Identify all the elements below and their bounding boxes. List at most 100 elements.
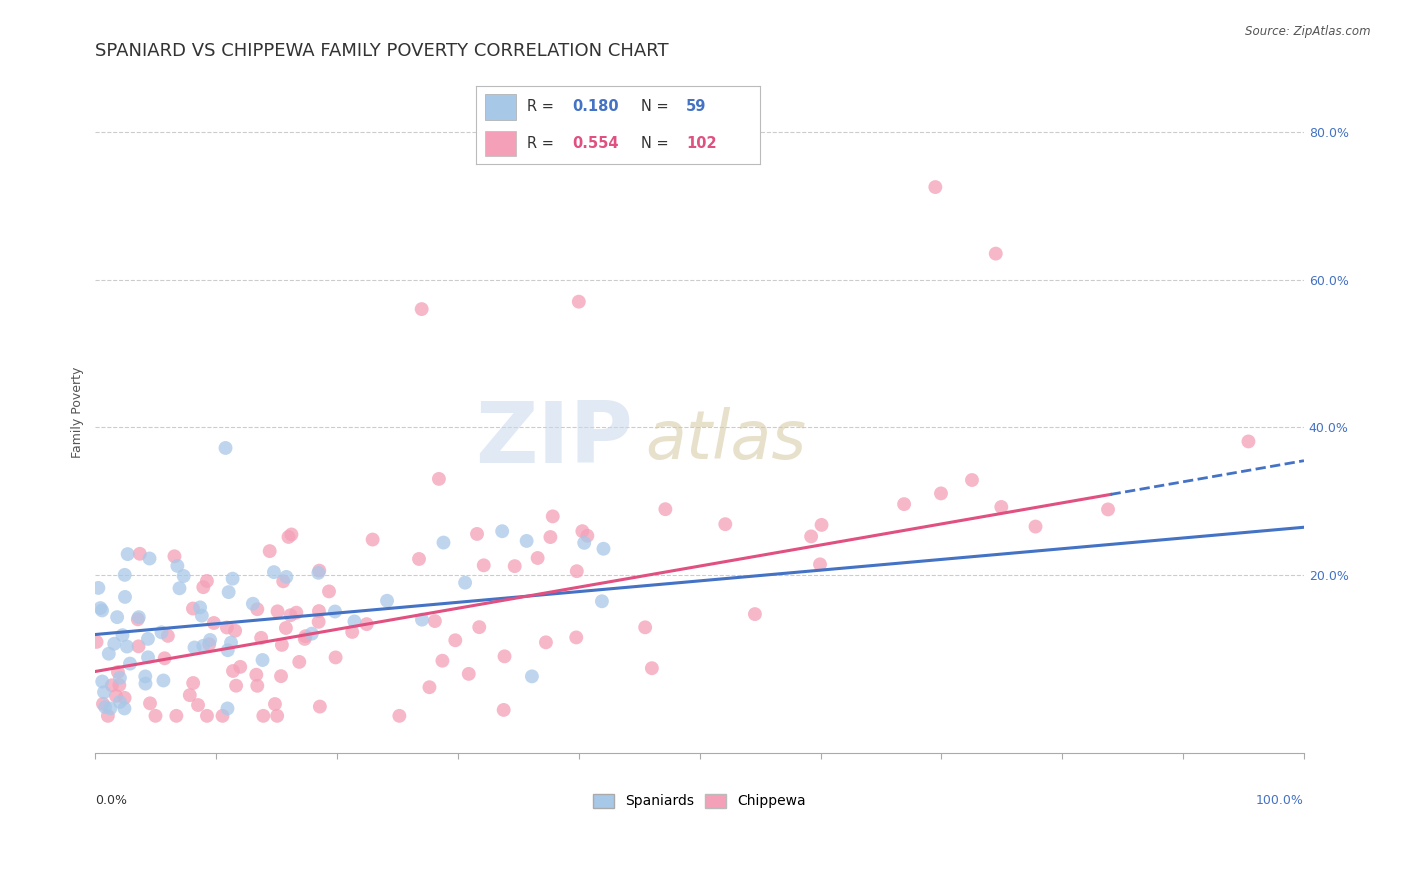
Point bbox=[242, 597, 264, 611]
Point bbox=[294, 632, 316, 646]
Point bbox=[468, 620, 491, 634]
Point bbox=[138, 551, 160, 566]
Y-axis label: Family Poverty: Family Poverty bbox=[72, 367, 84, 458]
Point bbox=[252, 709, 274, 723]
Point bbox=[271, 574, 294, 589]
Point bbox=[266, 709, 288, 723]
Point bbox=[191, 608, 214, 623]
Text: SPANIARD VS CHIPPEWA FAMILY POVERTY CORRELATION CHART: SPANIARD VS CHIPPEWA FAMILY POVERTY CORR… bbox=[96, 42, 669, 60]
Point bbox=[576, 529, 599, 543]
Point bbox=[150, 625, 173, 640]
Point bbox=[245, 667, 267, 681]
Point bbox=[98, 701, 121, 715]
Point bbox=[105, 610, 128, 624]
Point bbox=[166, 558, 188, 573]
Point bbox=[375, 593, 398, 607]
Legend: Spaniards, Chippewa: Spaniards, Chippewa bbox=[588, 788, 811, 814]
Point bbox=[924, 180, 946, 194]
Point bbox=[465, 527, 488, 541]
Point bbox=[984, 246, 1007, 260]
Point bbox=[1237, 434, 1260, 449]
Point bbox=[153, 651, 176, 665]
Point bbox=[411, 613, 433, 627]
Point bbox=[308, 604, 330, 618]
Point bbox=[411, 302, 433, 317]
Point bbox=[181, 601, 204, 615]
Point bbox=[217, 701, 239, 715]
Point bbox=[188, 600, 211, 615]
Point bbox=[503, 559, 526, 574]
Point bbox=[277, 530, 299, 544]
Point bbox=[114, 567, 136, 582]
Point bbox=[91, 697, 114, 711]
Point bbox=[1024, 519, 1046, 533]
Point bbox=[808, 558, 831, 572]
Point bbox=[115, 640, 138, 654]
Point bbox=[152, 673, 174, 688]
Point bbox=[990, 500, 1012, 514]
Point bbox=[202, 615, 225, 630]
Point bbox=[169, 581, 191, 595]
Point bbox=[418, 680, 440, 694]
Point bbox=[108, 671, 131, 685]
Point bbox=[1097, 502, 1119, 516]
Point bbox=[264, 697, 287, 711]
Point bbox=[309, 699, 332, 714]
Point bbox=[534, 635, 557, 649]
Point bbox=[423, 614, 446, 628]
Point bbox=[222, 664, 245, 678]
Point bbox=[246, 602, 269, 616]
Point bbox=[165, 709, 187, 723]
Point bbox=[266, 604, 288, 618]
Point bbox=[325, 650, 347, 665]
Point bbox=[193, 639, 215, 653]
Point bbox=[117, 547, 139, 561]
Point bbox=[568, 294, 591, 309]
Point bbox=[494, 649, 516, 664]
Point bbox=[744, 607, 766, 621]
Point bbox=[361, 533, 384, 547]
Point bbox=[246, 679, 269, 693]
Point bbox=[276, 570, 298, 584]
Point bbox=[114, 590, 136, 604]
Point bbox=[457, 666, 479, 681]
Point bbox=[307, 566, 329, 580]
Point bbox=[214, 441, 236, 455]
Point bbox=[343, 615, 366, 629]
Point bbox=[215, 620, 238, 634]
Point bbox=[301, 626, 323, 640]
Point bbox=[591, 594, 613, 608]
Point bbox=[229, 660, 252, 674]
Point bbox=[114, 690, 136, 705]
Point bbox=[89, 601, 111, 615]
Point bbox=[118, 657, 141, 671]
Point bbox=[408, 552, 430, 566]
Point bbox=[94, 700, 117, 714]
Point bbox=[280, 527, 302, 541]
Point bbox=[308, 615, 330, 629]
Point bbox=[127, 612, 149, 626]
Point bbox=[108, 695, 131, 709]
Point bbox=[641, 661, 664, 675]
Point bbox=[654, 502, 676, 516]
Point bbox=[104, 689, 127, 703]
Point bbox=[454, 575, 477, 590]
Point bbox=[288, 655, 311, 669]
Point bbox=[472, 558, 495, 573]
Point bbox=[492, 703, 515, 717]
Point bbox=[444, 633, 467, 648]
Point bbox=[323, 605, 346, 619]
Point bbox=[259, 544, 281, 558]
Point bbox=[571, 524, 593, 538]
Text: ZIP: ZIP bbox=[475, 399, 633, 482]
Point bbox=[252, 653, 274, 667]
Point bbox=[128, 610, 150, 624]
Text: Source: ZipAtlas.com: Source: ZipAtlas.com bbox=[1246, 25, 1371, 38]
Point bbox=[183, 640, 205, 655]
Text: atlas: atlas bbox=[645, 407, 807, 473]
Point bbox=[97, 647, 120, 661]
Point bbox=[294, 629, 316, 643]
Point bbox=[91, 674, 114, 689]
Point bbox=[342, 624, 364, 639]
Point bbox=[173, 569, 195, 583]
